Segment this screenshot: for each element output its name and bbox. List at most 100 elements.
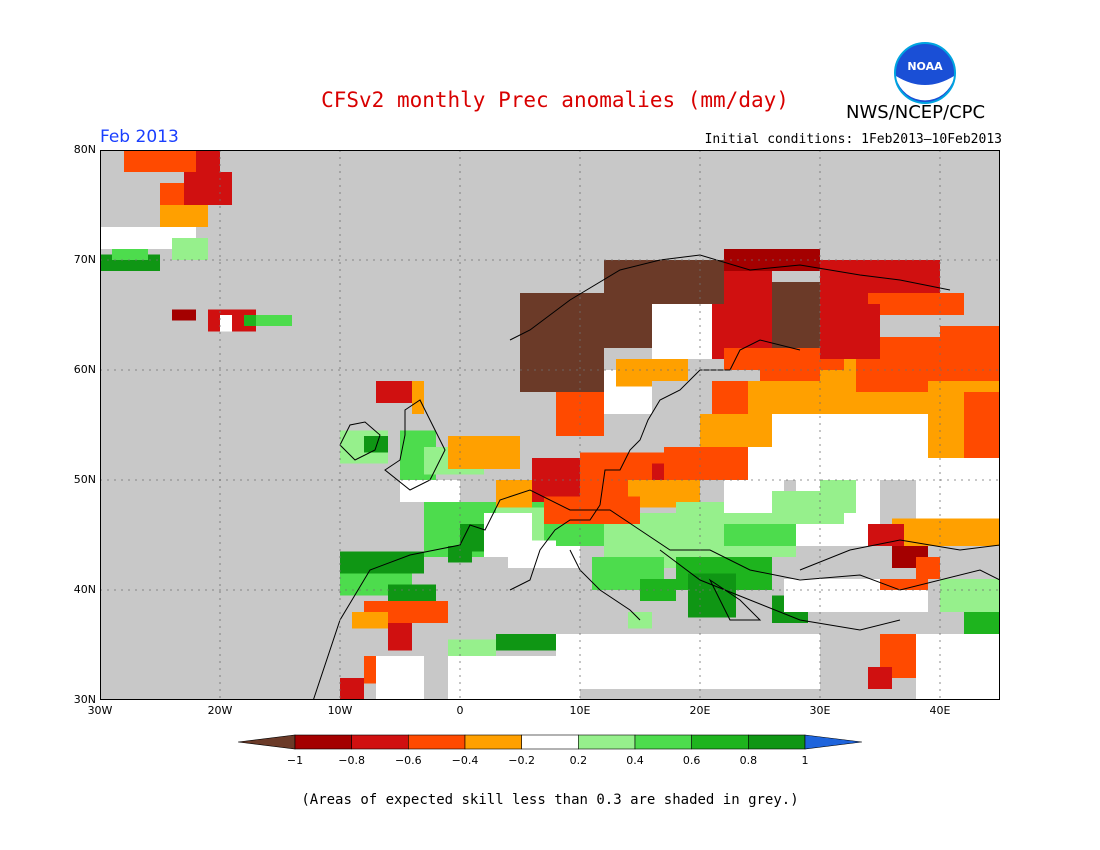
- anomaly-cell: [172, 238, 208, 260]
- anomaly-cell: [160, 205, 208, 227]
- anomaly-cell: [724, 348, 844, 370]
- anomaly-cell: [556, 634, 820, 689]
- anomaly-cell: [688, 573, 736, 618]
- anomaly-cell: [496, 480, 532, 508]
- anomaly-cell: [664, 260, 724, 304]
- anomaly-cell: [652, 304, 712, 359]
- anomaly-cell: [664, 447, 700, 480]
- longitude-label: 30E: [809, 704, 831, 717]
- anomaly-cell: [496, 634, 556, 651]
- forecast-month: Feb 2013: [100, 127, 179, 147]
- longitude-label: 20E: [689, 704, 711, 717]
- initial-conditions: Initial conditions: 1Feb2013–10Feb2013: [704, 132, 1002, 147]
- anomaly-cell: [388, 584, 436, 601]
- legend-tick-label: −0.2: [508, 754, 535, 767]
- anomaly-cell: [748, 414, 928, 480]
- legend-tick-label: −0.8: [338, 754, 365, 767]
- legend-tick-label: −1: [287, 754, 303, 767]
- anomaly-cell: [520, 293, 604, 392]
- legend-swatch: [634, 734, 692, 750]
- anomaly-cell: [124, 150, 196, 172]
- anomaly-cell: [868, 293, 964, 315]
- lat-lon-grid: [100, 150, 1000, 700]
- latitude-label: 30N: [73, 693, 96, 706]
- anomaly-cell: [868, 667, 892, 689]
- legend-swatch: [294, 734, 352, 750]
- anomaly-cell: [916, 458, 1000, 519]
- anomaly-cell: [484, 513, 532, 557]
- legend-swatch: [521, 734, 579, 750]
- anomaly-cell: [352, 612, 388, 629]
- footnote: (Areas of expected skill less than 0.3 a…: [301, 792, 799, 808]
- anomaly-cell: [112, 249, 148, 260]
- longitude-label: 20W: [207, 704, 233, 717]
- anomaly-cell: [964, 392, 1000, 458]
- anomaly-cell: [724, 271, 772, 304]
- legend-swatches: [238, 734, 862, 750]
- anomaly-cell: [772, 282, 820, 348]
- anomaly-cells: [100, 150, 1000, 700]
- longitude-label: 40E: [929, 704, 951, 717]
- anomaly-cell: [172, 309, 196, 321]
- svg-text:NOAA: NOAA: [907, 60, 943, 73]
- anomaly-cell: [880, 579, 928, 590]
- anomaly-cell: [916, 634, 1000, 700]
- legend-tick-label: 0.8: [740, 754, 758, 767]
- legend-swatch: [351, 734, 409, 750]
- legend-swatch: [748, 734, 806, 750]
- legend-swatch: [691, 734, 749, 750]
- anomaly-cell: [220, 315, 232, 332]
- chart-title: CFSv2 monthly Prec anomalies (mm/day): [321, 88, 789, 112]
- anomaly-cell: [448, 436, 520, 469]
- legend-tick-label: 0.4: [626, 754, 644, 767]
- legend-tick-labels: −1 −0.8 −0.6 −0.4 −0.2 0.2 0.4 0.6 0.8 1: [287, 754, 809, 767]
- anomaly-cell: [628, 612, 652, 629]
- legend-swatch: [578, 734, 636, 750]
- longitude-label: 10W: [327, 704, 353, 717]
- legend-tick-label: −0.6: [395, 754, 422, 767]
- latitude-label: 70N: [73, 253, 96, 266]
- longitude-label: 30W: [87, 704, 113, 717]
- legend-tick-label: 0.6: [683, 754, 701, 767]
- anomaly-cell: [940, 579, 1000, 612]
- longitude-label: 0: [456, 704, 464, 717]
- anomaly-cell: [340, 678, 364, 700]
- agency-label: NWS/NCEP/CPC: [846, 102, 986, 123]
- legend-swatch: [464, 734, 522, 750]
- latitude-label: 60N: [73, 363, 96, 376]
- anomaly-cell: [640, 579, 676, 601]
- legend-tick-label: −0.4: [452, 754, 479, 767]
- longitude-label: 10E: [569, 704, 591, 717]
- anomaly-cell: [700, 414, 772, 447]
- anomaly-cell: [772, 491, 844, 524]
- legend-tick-label: 0.2: [570, 754, 588, 767]
- legend-swatch: [238, 734, 296, 750]
- latitude-label: 80N: [73, 143, 96, 156]
- anomaly-cell: [820, 304, 880, 359]
- color-legend: −1 −0.8 −0.6 −0.4 −0.2 0.2 0.4 0.6 0.8 1: [238, 734, 862, 767]
- anomaly-cell: [700, 441, 748, 480]
- anomaly-cell: [388, 623, 412, 651]
- anomaly-cell: [340, 551, 424, 574]
- anomaly-cell: [556, 392, 604, 436]
- legend-swatch: [408, 734, 466, 750]
- anomaly-cell: [256, 315, 292, 326]
- anomaly-cell: [364, 436, 388, 453]
- anomaly-cell: [376, 656, 424, 700]
- anomaly-cell: [916, 557, 940, 579]
- anomaly-cell: [376, 381, 412, 403]
- anomaly-cell: [892, 518, 1000, 546]
- anomaly-cell: [712, 381, 748, 414]
- anomaly-cell: [184, 172, 232, 205]
- anomaly-cell: [964, 612, 1000, 634]
- anomaly-cell: [412, 381, 424, 414]
- anomaly-cell: [448, 546, 472, 563]
- legend-tick-label: 1: [802, 754, 809, 767]
- anomaly-cell: [196, 150, 220, 172]
- anomaly-map: [100, 150, 1000, 700]
- anomaly-cell: [940, 326, 1000, 348]
- latitude-label: 40N: [73, 583, 96, 596]
- anomaly-cell: [400, 480, 460, 502]
- latitude-label: 50N: [73, 473, 96, 486]
- anomaly-cell: [448, 639, 496, 656]
